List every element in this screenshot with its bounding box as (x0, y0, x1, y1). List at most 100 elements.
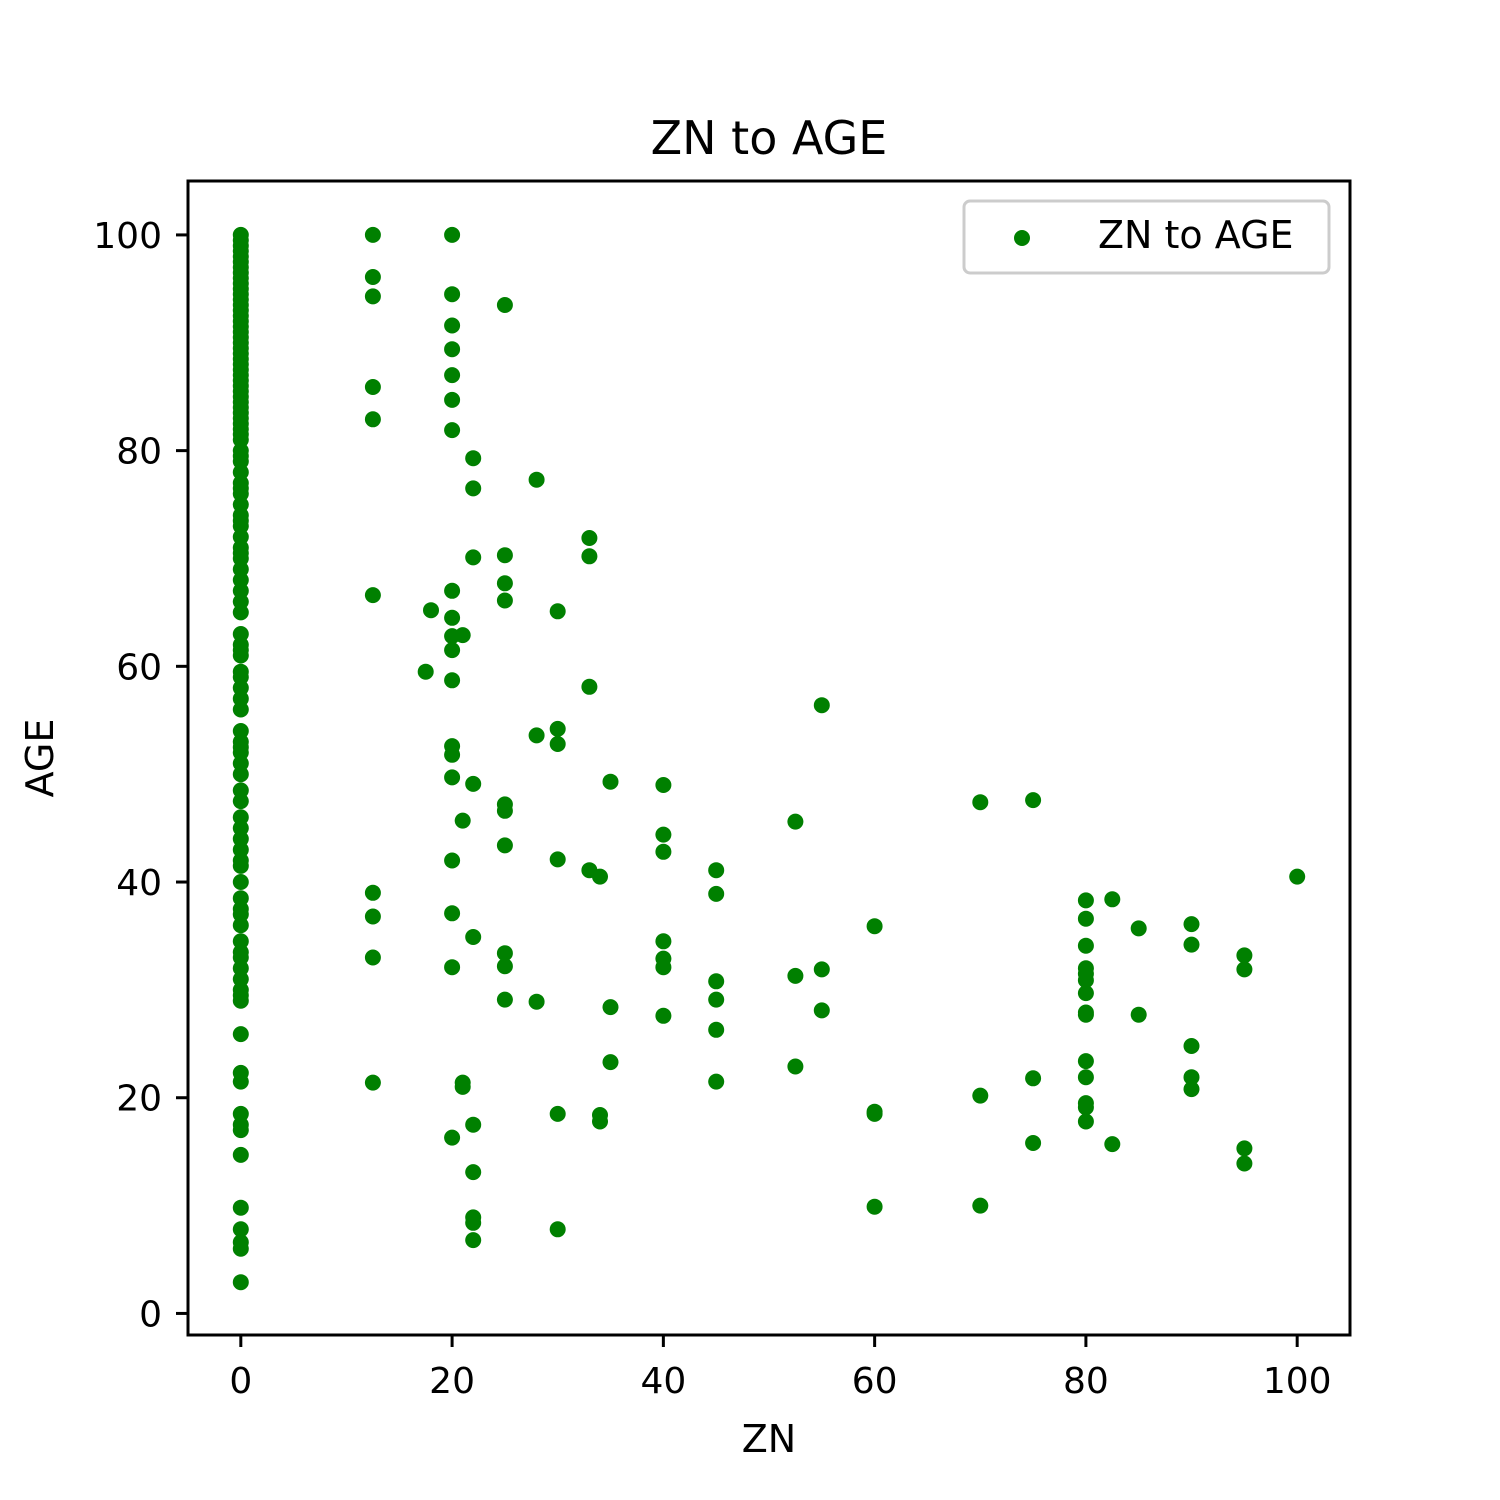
data-point (496, 837, 513, 854)
data-point (787, 1058, 804, 1075)
data-point (655, 777, 672, 793)
data-point (708, 1021, 725, 1038)
data-point (364, 908, 381, 925)
data-point (549, 1105, 566, 1122)
data-point (528, 471, 545, 488)
data-point (232, 766, 249, 783)
data-point (1183, 1081, 1200, 1098)
x-tick-label: 20 (429, 1361, 475, 1402)
data-point (232, 701, 249, 718)
data-point (972, 794, 989, 811)
data-point (1025, 792, 1042, 809)
data-point (787, 967, 804, 984)
data-point (444, 746, 461, 763)
y-tick-label: 60 (116, 647, 162, 688)
data-point (465, 480, 482, 497)
data-point (549, 851, 566, 868)
data-point (444, 959, 461, 976)
data-point (465, 929, 482, 945)
data-point (602, 999, 619, 1016)
data-point (465, 549, 482, 566)
data-point (232, 1073, 249, 1090)
data-point (866, 918, 883, 935)
data-point (232, 1274, 249, 1291)
data-point (232, 1146, 249, 1163)
data-point (364, 1074, 381, 1091)
data-point (1236, 1155, 1253, 1172)
data-point (454, 812, 471, 829)
data-point (1183, 916, 1200, 933)
data-point (232, 793, 249, 810)
data-point (423, 602, 439, 619)
data-point (232, 1122, 249, 1139)
data-point (1025, 1070, 1042, 1087)
data-point (549, 603, 566, 620)
data-point (444, 317, 461, 334)
data-point (232, 857, 249, 874)
data-point (1077, 1069, 1094, 1086)
data-point (972, 1197, 989, 1214)
data-point (708, 862, 725, 879)
data-point (708, 973, 725, 990)
data-point (444, 852, 461, 869)
data-point (364, 288, 381, 305)
data-point (444, 642, 461, 659)
data-point (496, 802, 513, 819)
data-point (232, 917, 249, 934)
plot-area-frame (186, 179, 1352, 1337)
data-point (581, 678, 598, 695)
data-point (708, 1073, 725, 1090)
y-tick-label: 40 (116, 863, 162, 904)
data-point (444, 582, 461, 599)
data-point (655, 933, 672, 950)
legend-box (962, 199, 1331, 275)
data-point (232, 992, 249, 1009)
data-point (1236, 947, 1253, 964)
y-axis-ticks: 0 20 40 60 80 100 (93, 216, 188, 1335)
data-point (1025, 1135, 1042, 1151)
data-point (1077, 1053, 1094, 1070)
data-point (496, 575, 513, 592)
data-point (1104, 1136, 1121, 1153)
chart-title: ZN to AGE (651, 111, 888, 165)
data-point (465, 450, 482, 467)
data-point (528, 727, 545, 744)
data-point (602, 1054, 619, 1071)
data-point (465, 1164, 482, 1181)
data-point (444, 367, 461, 384)
data-point (465, 1116, 482, 1133)
x-tick-label: 0 (229, 1361, 252, 1402)
data-point (232, 874, 249, 890)
data-point (444, 672, 461, 689)
data-point (454, 1078, 471, 1095)
data-point (1077, 985, 1094, 1002)
data-point (364, 226, 381, 243)
x-axis-label: ZN (742, 1417, 796, 1461)
data-point (592, 1113, 608, 1130)
data-point (232, 604, 249, 621)
data-point (549, 1221, 566, 1238)
data-point (655, 826, 672, 843)
data-point (592, 868, 608, 885)
data-point (496, 297, 513, 313)
data-point (1183, 1069, 1200, 1086)
x-tick-label: 80 (1063, 1361, 1109, 1402)
data-point (454, 627, 471, 644)
data-point (496, 547, 513, 564)
data-point (232, 1221, 249, 1238)
data-point (866, 1105, 883, 1122)
data-point (364, 949, 381, 966)
y-tick-label: 20 (116, 1079, 162, 1120)
x-tick-label: 40 (640, 1361, 686, 1402)
data-point (1077, 910, 1094, 927)
data-point (602, 773, 619, 790)
data-point (1077, 937, 1094, 954)
data-point (364, 269, 381, 285)
data-point (655, 1007, 672, 1024)
data-point (465, 1214, 482, 1231)
data-point (444, 391, 461, 408)
data-point (1077, 972, 1094, 989)
data-point (1077, 1006, 1094, 1023)
x-axis-ticks: 0 20 40 60 80 100 (229, 1335, 1332, 1402)
data-point (496, 958, 513, 975)
